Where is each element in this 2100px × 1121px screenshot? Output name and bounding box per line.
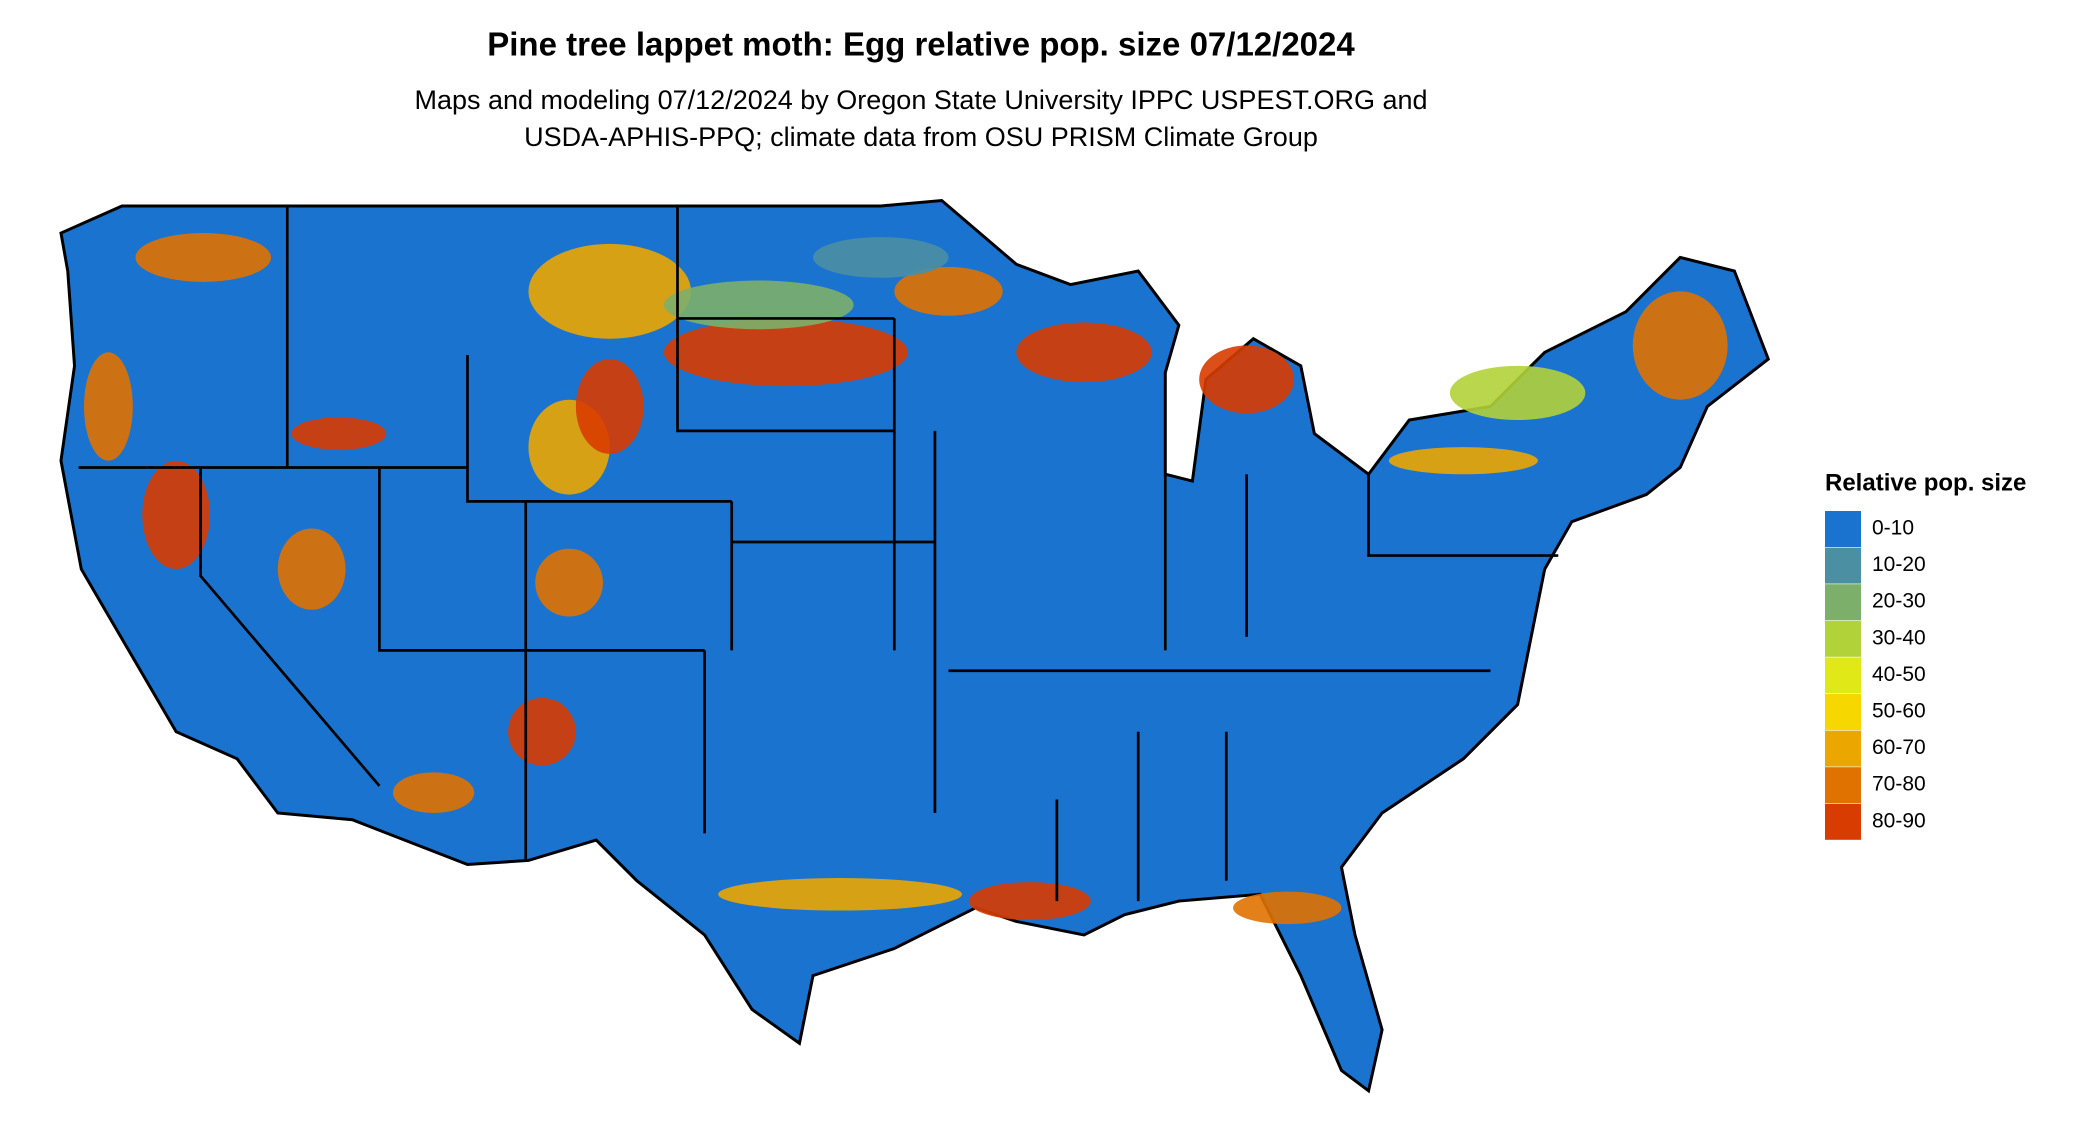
risk-area: [968, 882, 1091, 921]
risk-area: [135, 233, 271, 282]
risk-area: [1449, 365, 1586, 421]
title: Pine tree lappet moth: Egg relative pop.…: [487, 26, 1355, 63]
risk-areas: [84, 233, 1728, 925]
legend-swatch: [1825, 730, 1861, 767]
risk-area: [663, 318, 908, 387]
legend-swatch: [1825, 694, 1861, 730]
subtitle: USDA-APHIS-PPQ; climate data from OSU PR…: [524, 122, 1318, 152]
legend-label: 20-30: [1872, 590, 1926, 613]
legend-label: 10-20: [1872, 553, 1926, 576]
risk-area: [1632, 291, 1728, 400]
legend-swatch: [1825, 803, 1861, 840]
risk-area: [291, 417, 387, 450]
map: [59, 198, 1771, 1094]
subtitle: Maps and modeling 07/12/2024 by Oregon S…: [414, 85, 1427, 115]
legend-swatch: [1825, 547, 1861, 584]
risk-area: [277, 528, 346, 610]
legend-title: Relative pop. size: [1825, 469, 2026, 496]
legend-label: 40-50: [1872, 663, 1926, 686]
us-outline: [59, 198, 1771, 1094]
state-borders: [78, 205, 1559, 902]
risk-area: [663, 280, 854, 330]
risk-area: [535, 548, 603, 617]
legend-label: 80-90: [1872, 809, 1926, 832]
risk-area: [142, 460, 211, 570]
legend-swatch: [1825, 657, 1861, 694]
risk-area: [508, 697, 576, 766]
risk-area: [894, 266, 1003, 316]
risk-area: [392, 772, 475, 813]
risk-area: [575, 359, 644, 454]
risk-area: [1233, 891, 1342, 925]
risk-area: [813, 237, 949, 278]
legend-swatch: [1825, 511, 1861, 547]
risk-area: [1016, 322, 1152, 383]
legend-label: 0-10: [1872, 517, 1914, 540]
risk-area: [1388, 447, 1538, 475]
legend: 0-10 10-20 20-30 30-40 40-50 50-60 60-70 70-80 8…: [1825, 511, 1926, 840]
risk-area: [718, 878, 963, 911]
legend-label: 30-40: [1872, 626, 1926, 649]
risk-area: [528, 243, 692, 339]
legend-label: 50-60: [1872, 700, 1926, 723]
legend-swatch: [1825, 584, 1861, 621]
risk-area: [84, 352, 133, 461]
legend-swatch: [1825, 620, 1861, 657]
legend-swatch: [1825, 767, 1861, 804]
risk-area: [1199, 345, 1295, 414]
legend-label: 70-80: [1872, 773, 1926, 796]
legend-label: 60-70: [1872, 736, 1926, 759]
